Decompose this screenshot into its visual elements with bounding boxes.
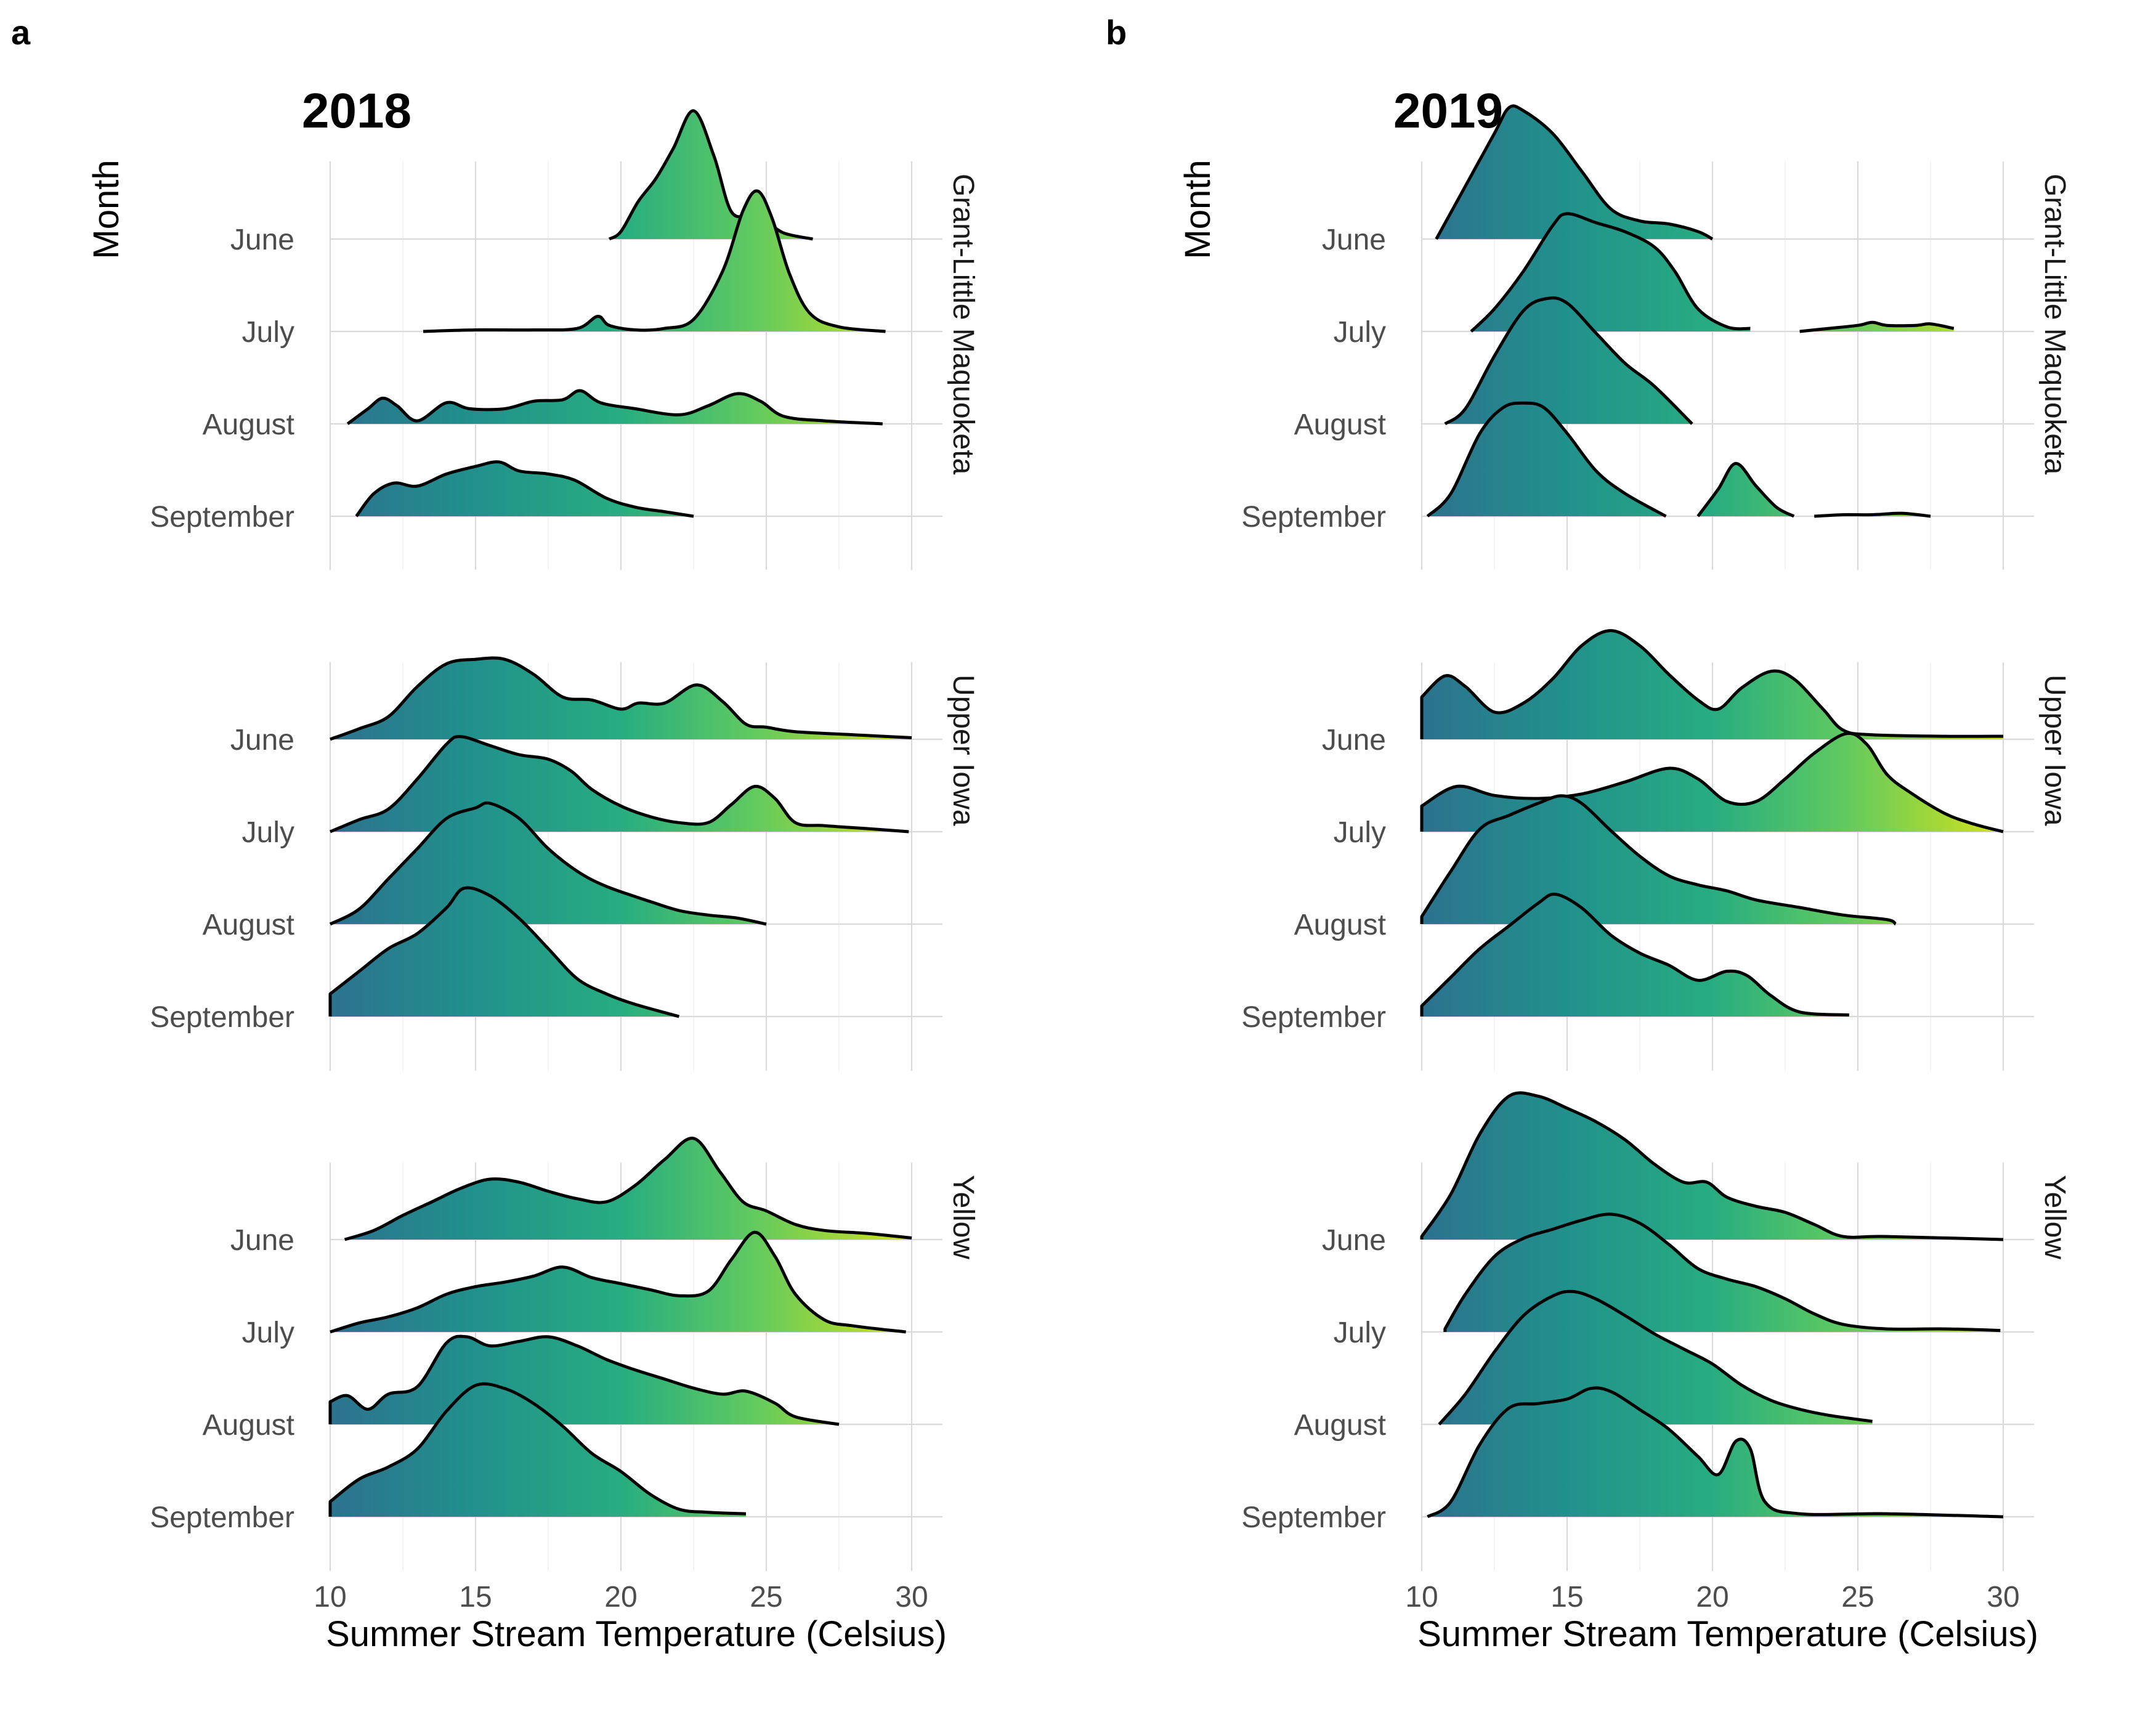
ridge-outline-july [330,735,909,834]
ridge-outline-september [1426,401,1667,518]
ridge-fill-august [330,803,766,924]
x-tick-label: 15 [459,1581,492,1613]
ridges-layer [328,104,2004,1519]
ridge-fill-september [356,461,694,516]
ridge-fill-june [1422,630,2003,739]
text-layer: a 2018 Month Summer Stream Temperature (Cel… [11,13,2071,1654]
y-tick-label: August [1294,408,1386,441]
y-tick-label: July [242,816,294,849]
panel-title: 2018 [302,83,411,138]
ridge-fill-september [1427,403,1666,516]
y-tick-label: September [150,1501,294,1534]
ridge-outline-september [355,460,694,518]
y-tick-label: June [1322,224,1386,256]
ridge-outline-august [1438,1289,1873,1426]
y-tick-label: September [1241,501,1386,534]
ridge-fill-june [330,658,912,739]
y-tick-label: June [230,724,294,757]
x-axis-title: Summer Stream Temperature (Celsius) [326,1614,947,1654]
ridge-outline-september [1696,461,1795,518]
ridge-fill-june [1422,1092,2003,1240]
y-tick-label: August [203,909,294,941]
y-tick-label: August [1294,1409,1386,1442]
ridge-fill-july [330,736,909,832]
ridge-outline-september [1814,511,1931,518]
x-tick-label: 10 [314,1581,346,1613]
ridge-fill-august [1439,1291,1873,1424]
facet-strip-label: Yellow [947,1175,979,1259]
ridge-outline-august [329,801,767,926]
ridge-outline-august [1444,296,1693,426]
ridge-fill-september [330,1384,746,1517]
ridge-outline-july [1420,731,2004,834]
y-tick-label: June [230,1224,294,1257]
y-tick-label: June [230,224,294,256]
ridge-outline-july [1799,320,1955,333]
x-tick-label: 25 [750,1581,782,1613]
ridge-outline-september [328,1382,747,1517]
ridge-outline-july [1443,1212,2001,1333]
ridge-outline-august [346,389,883,426]
ridge-fill-june [609,110,813,239]
panel-letter: a [11,13,31,52]
ridge-fill-august [1445,298,1692,424]
y-tick-label: July [1334,1317,1386,1349]
x-tick-label: 15 [1550,1581,1583,1613]
panel-title: 2019 [1393,83,1503,138]
y-tick-label: September [1241,1501,1386,1534]
ridge-outline-september [328,886,680,1018]
ridge-outline-june [330,656,912,741]
y-axis-title: Month [86,160,126,259]
facet-strip-label: Grant-Little Maquoketa [947,174,979,475]
ridge-outline-september [1427,1386,2004,1519]
ridge-outline-september [1420,892,1849,1017]
y-tick-label: September [1241,1001,1386,1034]
ridge-fill-september [330,887,679,1017]
y-tick-label: August [203,1409,294,1442]
ridge-fill-july [1799,322,1954,331]
x-axis-title: Summer Stream Temperature (Celsius) [1417,1614,2038,1654]
ridge-outline-june [1420,1091,2004,1241]
y-tick-label: August [1294,909,1386,941]
x-tick-label: 25 [1841,1581,1874,1613]
ridge-outline-july [330,1230,906,1334]
ridge-outline-june [344,1137,912,1241]
y-tick-label: July [1334,816,1386,849]
x-tick-label: 20 [1696,1581,1728,1613]
ridge-fill-june [1436,105,1712,239]
ridge-fill-august [1422,795,1896,924]
ridge-outline-august [328,1334,840,1426]
x-tick-label: 10 [1405,1581,1438,1613]
facet-strip-label: Yellow [2038,1175,2071,1259]
ridge-fill-july [423,190,886,331]
y-tick-label: August [203,408,294,441]
y-tick-label: June [1322,724,1386,757]
ridge-outline-july [1470,212,1751,333]
ridge-outline-june [1435,104,1714,241]
ridge-fill-july [330,1232,906,1332]
x-tick-label: 30 [1987,1581,2019,1613]
ridge-fill-september [1422,894,1849,1017]
y-tick-label: July [242,1317,294,1349]
ridge-outline-august [1420,794,1897,926]
x-tick-label: 20 [604,1581,637,1613]
x-tick-label: 30 [895,1581,928,1613]
facet-strip-label: Upper Iowa [2038,675,2071,826]
facet-strip-label: Grant-Little Maquoketa [2038,174,2071,475]
y-tick-label: September [150,501,294,534]
y-tick-label: July [242,316,294,349]
y-tick-label: July [1334,316,1386,349]
panel-letter: b [1106,13,1127,52]
facet-strip-label: Upper Iowa [947,675,979,826]
ridge-fill-september [1427,1387,2003,1517]
ridge-outline-june [1420,629,2004,739]
y-tick-label: June [1322,1224,1386,1257]
ridge-outline-july [423,189,886,333]
y-axis-title: Month [1178,160,1218,259]
y-tick-label: September [150,1001,294,1034]
